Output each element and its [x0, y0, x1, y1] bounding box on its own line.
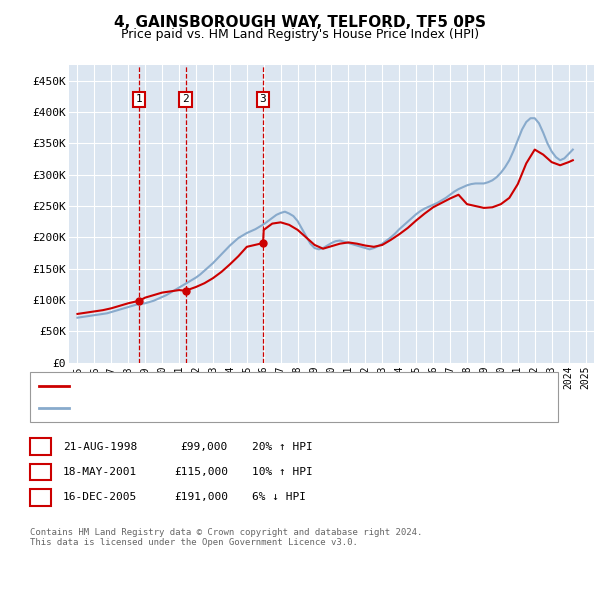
Text: 1: 1 [136, 94, 142, 104]
Text: Price paid vs. HM Land Registry's House Price Index (HPI): Price paid vs. HM Land Registry's House … [121, 28, 479, 41]
Text: £191,000: £191,000 [174, 493, 228, 502]
Text: £99,000: £99,000 [181, 442, 228, 451]
Text: 10% ↑ HPI: 10% ↑ HPI [252, 467, 313, 477]
Text: 4, GAINSBOROUGH WAY, TELFORD, TF5 0PS (detached house): 4, GAINSBOROUGH WAY, TELFORD, TF5 0PS (d… [75, 381, 413, 391]
Text: 18-MAY-2001: 18-MAY-2001 [63, 467, 137, 477]
Text: 16-DEC-2005: 16-DEC-2005 [63, 493, 137, 502]
Text: 3: 3 [260, 94, 266, 104]
Text: 4, GAINSBOROUGH WAY, TELFORD, TF5 0PS: 4, GAINSBOROUGH WAY, TELFORD, TF5 0PS [114, 15, 486, 30]
Text: Contains HM Land Registry data © Crown copyright and database right 2024.
This d: Contains HM Land Registry data © Crown c… [30, 528, 422, 548]
Text: HPI: Average price, detached house, Telford and Wrekin: HPI: Average price, detached house, Telf… [75, 403, 413, 413]
Text: £115,000: £115,000 [174, 467, 228, 477]
Text: 2: 2 [37, 467, 44, 477]
Text: 2: 2 [182, 94, 189, 104]
Text: 3: 3 [37, 493, 44, 502]
Text: 6% ↓ HPI: 6% ↓ HPI [252, 493, 306, 502]
Text: 20% ↑ HPI: 20% ↑ HPI [252, 442, 313, 451]
Text: 21-AUG-1998: 21-AUG-1998 [63, 442, 137, 451]
Text: 1: 1 [37, 442, 44, 451]
